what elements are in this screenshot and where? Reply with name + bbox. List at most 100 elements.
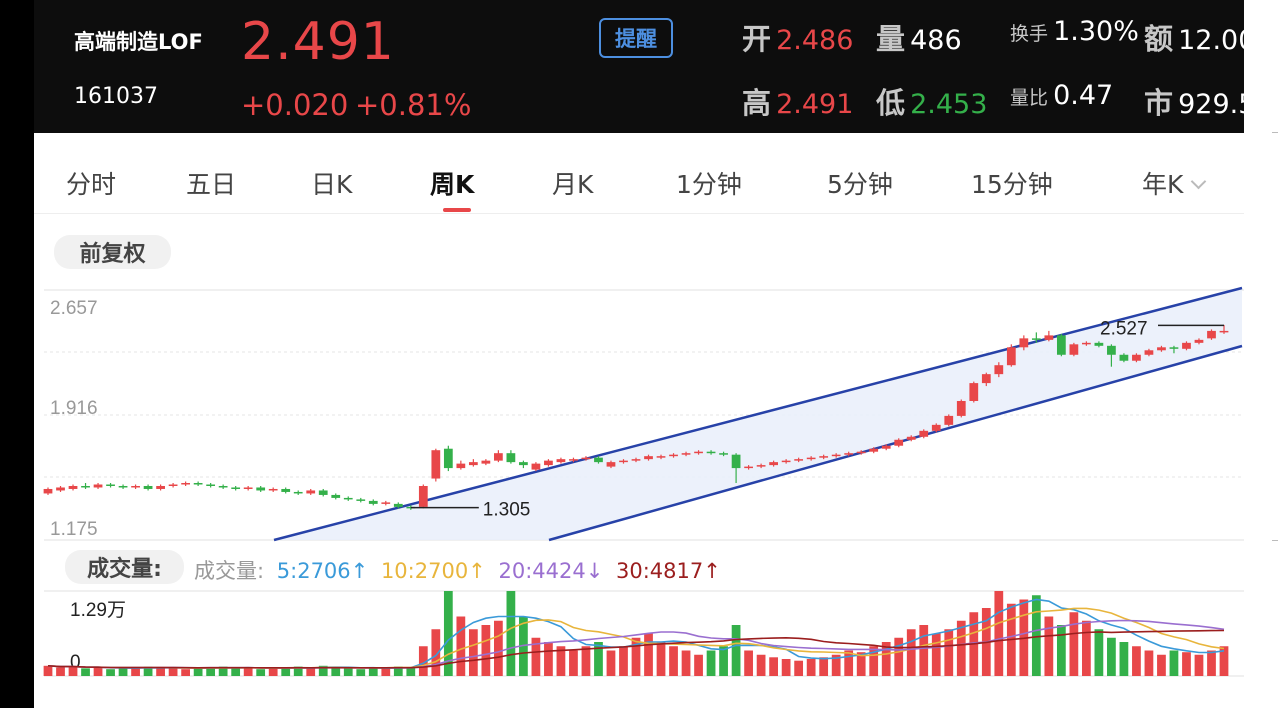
volume-bar [944,629,954,676]
tab-yearly-k[interactable]: 年K [1142,165,1207,201]
volume-bar [769,657,778,676]
volume-bar [594,642,603,676]
candle-body [68,485,78,489]
volume-bar [506,591,516,676]
volume-bar [831,654,841,676]
candle-body [1006,347,1016,366]
candle-body [81,485,90,488]
candle-body [93,484,103,488]
volume-bar [881,642,891,676]
candle-body [919,430,929,437]
candle-body [1219,330,1229,333]
volume-bar [844,650,854,676]
candle-body [306,490,316,494]
candle-body [594,457,603,463]
volume-indicator-button[interactable]: 成交量: [65,550,184,584]
candle-body [318,490,328,495]
volume-bar [206,667,216,676]
candle-body [981,374,991,384]
volume-axis-zero: 0 [70,652,81,673]
candle-body [281,488,291,492]
candle-body [1094,342,1104,346]
volume-bar [631,637,641,676]
tab-5min[interactable]: 5分钟 [827,170,893,199]
candle-body [819,456,829,458]
turnover-stat: 换手 1.30% [1010,16,1139,47]
open-stat: 开 2.486 [742,16,853,58]
candle-body [206,484,216,486]
tab-yearly-k-label: 年K [1142,170,1184,199]
turnover-label: 换手 [1010,23,1049,45]
candle-body [293,491,303,494]
candle-body [218,485,228,488]
volume-bar [519,616,528,676]
price-change-percent: +0.81% [355,88,472,122]
volume-bar [181,669,190,676]
volume-bar [418,646,428,676]
volume-bar [468,629,478,676]
volume-bar [1031,595,1041,676]
low-value: 2.453 [910,89,988,120]
volume-bar [681,650,691,676]
tab-1min[interactable]: 1分钟 [676,170,742,199]
candle-body [1056,335,1066,355]
volume-bar [1119,642,1129,676]
candle-body [356,499,366,501]
candle-body [381,502,391,504]
candle-body [694,451,703,454]
candle-body [856,451,866,454]
volume-bar [1044,616,1054,676]
tab-monthly-k[interactable]: 月K [552,170,594,199]
candle-body [506,453,516,463]
volume-bar [606,650,616,676]
candle-body [956,400,966,416]
candle-body [806,457,816,460]
adjust-mode-button[interactable]: 前复权 [54,235,171,269]
volume-bar [356,669,366,676]
last-price: 2.491 [241,12,395,72]
candle-body [131,485,140,488]
volume-bar [1157,654,1166,676]
volume-bar [306,668,316,676]
amount-label: 额 [1144,22,1174,56]
low-label: 低 [876,86,906,120]
volume-bar [819,657,829,676]
tab-five-day[interactable]: 五日 [186,170,237,199]
volume-bar [869,646,879,676]
volume-bar [1069,612,1079,676]
fund-name: 高端制造LOF [74,30,203,54]
volume-bar [156,668,165,676]
candle-body [343,497,353,500]
volume-bar [731,625,741,676]
candle-body [43,488,53,494]
candle-body [494,453,503,461]
volume-bar [894,637,904,676]
volume-bar [656,642,666,676]
candle-body [719,453,728,455]
tab-daily-k[interactable]: 日K [311,170,353,199]
volratio-value: 0.47 [1053,80,1114,111]
volume-legend: 成交量: 5:2706↑ 10:2700↑ 20:4424↓ 30:4817↑ [194,555,727,585]
tab-15min[interactable]: 15分钟 [971,170,1053,199]
candle-body [706,451,716,454]
candle-body [1044,335,1054,340]
candle-body [418,485,428,507]
volume-ma-line [47,629,1225,669]
kline-chart[interactable]: 2.657 1.916 1.175 1.305 2.527 1.29万 0 [34,0,1244,708]
candle-body [581,457,591,460]
volume-bar [443,591,453,676]
mcap-label: 市 [1144,86,1174,120]
volume-bar [856,652,866,676]
price-change: +0.020 [241,88,349,122]
remind-button[interactable]: 提醒 [599,18,673,58]
volume-bar [243,667,253,676]
tab-intraday[interactable]: 分时 [66,170,117,199]
high-label: 高 [742,86,772,120]
candle-body [906,436,916,440]
volume-bar [93,667,103,676]
tab-weekly-k[interactable]: 周K [430,170,475,199]
high-stat: 高 2.491 [742,80,853,122]
mcap-value: 929.5 [1178,89,1244,120]
volume-bar [781,659,791,676]
right-edge [1244,0,1280,708]
